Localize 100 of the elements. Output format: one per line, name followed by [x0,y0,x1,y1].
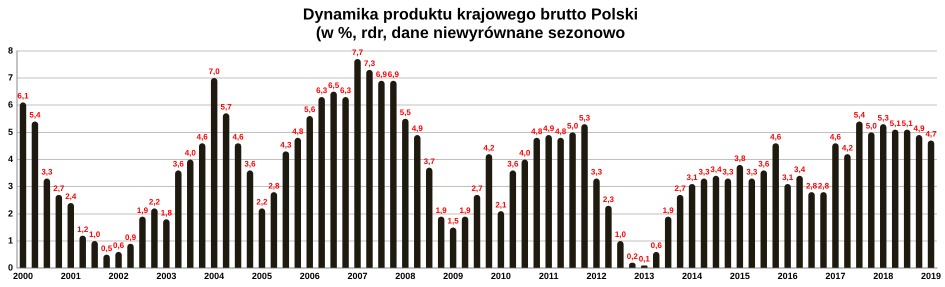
data-label: 1,0 [89,230,101,240]
data-label: 3,3 [41,168,53,177]
bar [270,192,278,268]
bar [450,227,456,268]
x-tick-label: 2000 [12,271,33,282]
data-label: 3,3 [722,168,734,177]
data-label: 3,7 [424,156,436,166]
data-label: 5,1 [902,118,914,128]
y-tick-label: 3 [8,181,14,192]
data-label: 3,4 [710,165,722,174]
y-tick-label: 5 [8,126,14,137]
data-label: 3,6 [758,160,770,169]
y-tick-label: 0 [8,262,14,273]
bar [534,138,540,268]
data-label: 6,9 [376,70,388,79]
bar [426,168,432,268]
data-label: 4,0 [519,148,531,158]
data-label: 4,8 [292,126,304,136]
data-label: 2,7 [53,184,65,194]
bar [342,97,349,268]
data-label: 5,0 [567,122,579,131]
bar [474,194,480,268]
bar [378,80,385,268]
bar [510,170,516,268]
bar [760,170,767,268]
bar [688,184,696,268]
x-tick-label: 2001 [60,271,81,282]
bar [832,143,839,268]
data-label: 5,0 [866,122,878,131]
bar [115,252,122,268]
x-tick-label: 2003 [156,271,176,282]
data-label: 2,2 [148,198,161,207]
data-label: 2,3 [602,194,615,204]
data-label: 4,9 [914,124,926,134]
bar [187,160,194,268]
bar [712,176,720,268]
bar [210,78,218,268]
bar [892,130,898,268]
data-label: 3,1 [782,173,794,182]
bar [581,124,588,268]
bar [808,192,815,268]
bar [700,178,708,268]
data-label: 4,6 [830,132,842,142]
bar [175,170,182,268]
bar [402,118,409,268]
data-label: 5,7 [220,102,232,112]
bar [736,164,744,268]
data-label: 4,2 [483,143,496,152]
bar [246,170,254,268]
data-label: 1,5 [448,216,460,226]
bar [605,206,612,268]
data-label: 7,0 [208,67,220,76]
data-label: 3,4 [794,165,806,174]
data-label: 0,2 [626,252,638,261]
bar [498,211,504,268]
data-label: 2,7 [471,184,484,194]
bar [68,202,74,268]
bar [904,130,910,268]
bar [617,241,624,268]
data-label: 0,6 [113,241,125,250]
x-tick-label: 2014 [682,271,702,282]
bar [79,236,86,268]
bar [796,176,803,268]
data-label: 3,3 [698,168,710,177]
data-label: 3,3 [746,168,758,177]
bar [784,184,791,268]
bar [44,178,50,268]
x-tick-label: 2013 [634,271,654,282]
bar [522,160,528,268]
data-label: 6,9 [388,70,400,79]
data-label: 3,6 [244,160,256,169]
x-tick-label: 2007 [348,271,368,282]
data-label: 3,1 [686,173,698,182]
data-label: 1,2 [77,224,89,234]
bar [127,244,134,268]
data-label: 2,8 [818,181,830,190]
y-tick-label: 1 [8,236,14,246]
bar [569,132,576,268]
data-label: 4,0 [184,148,196,158]
bar [856,121,863,268]
x-tick-label: 2009 [443,271,464,282]
data-label: 1,8 [160,208,172,218]
data-label: 1,9 [459,206,472,215]
data-label: 0,6 [650,241,662,250]
x-tick-label: 2002 [108,271,129,282]
data-label: 6,3 [316,86,328,96]
data-label: 1,9 [436,206,448,215]
y-tick-label: 2 [8,208,14,218]
data-label: 3,8 [734,154,746,164]
bar [330,92,337,268]
bar [91,241,98,268]
data-label: 7,7 [352,48,364,58]
data-label: 3,6 [172,160,184,169]
data-label: 5,3 [578,113,591,122]
bar [557,138,564,268]
x-tick-label: 2017 [825,271,846,282]
bar [486,154,492,268]
bar [32,121,38,268]
data-label: 6,5 [328,80,340,90]
data-label: 0,9 [124,232,137,242]
